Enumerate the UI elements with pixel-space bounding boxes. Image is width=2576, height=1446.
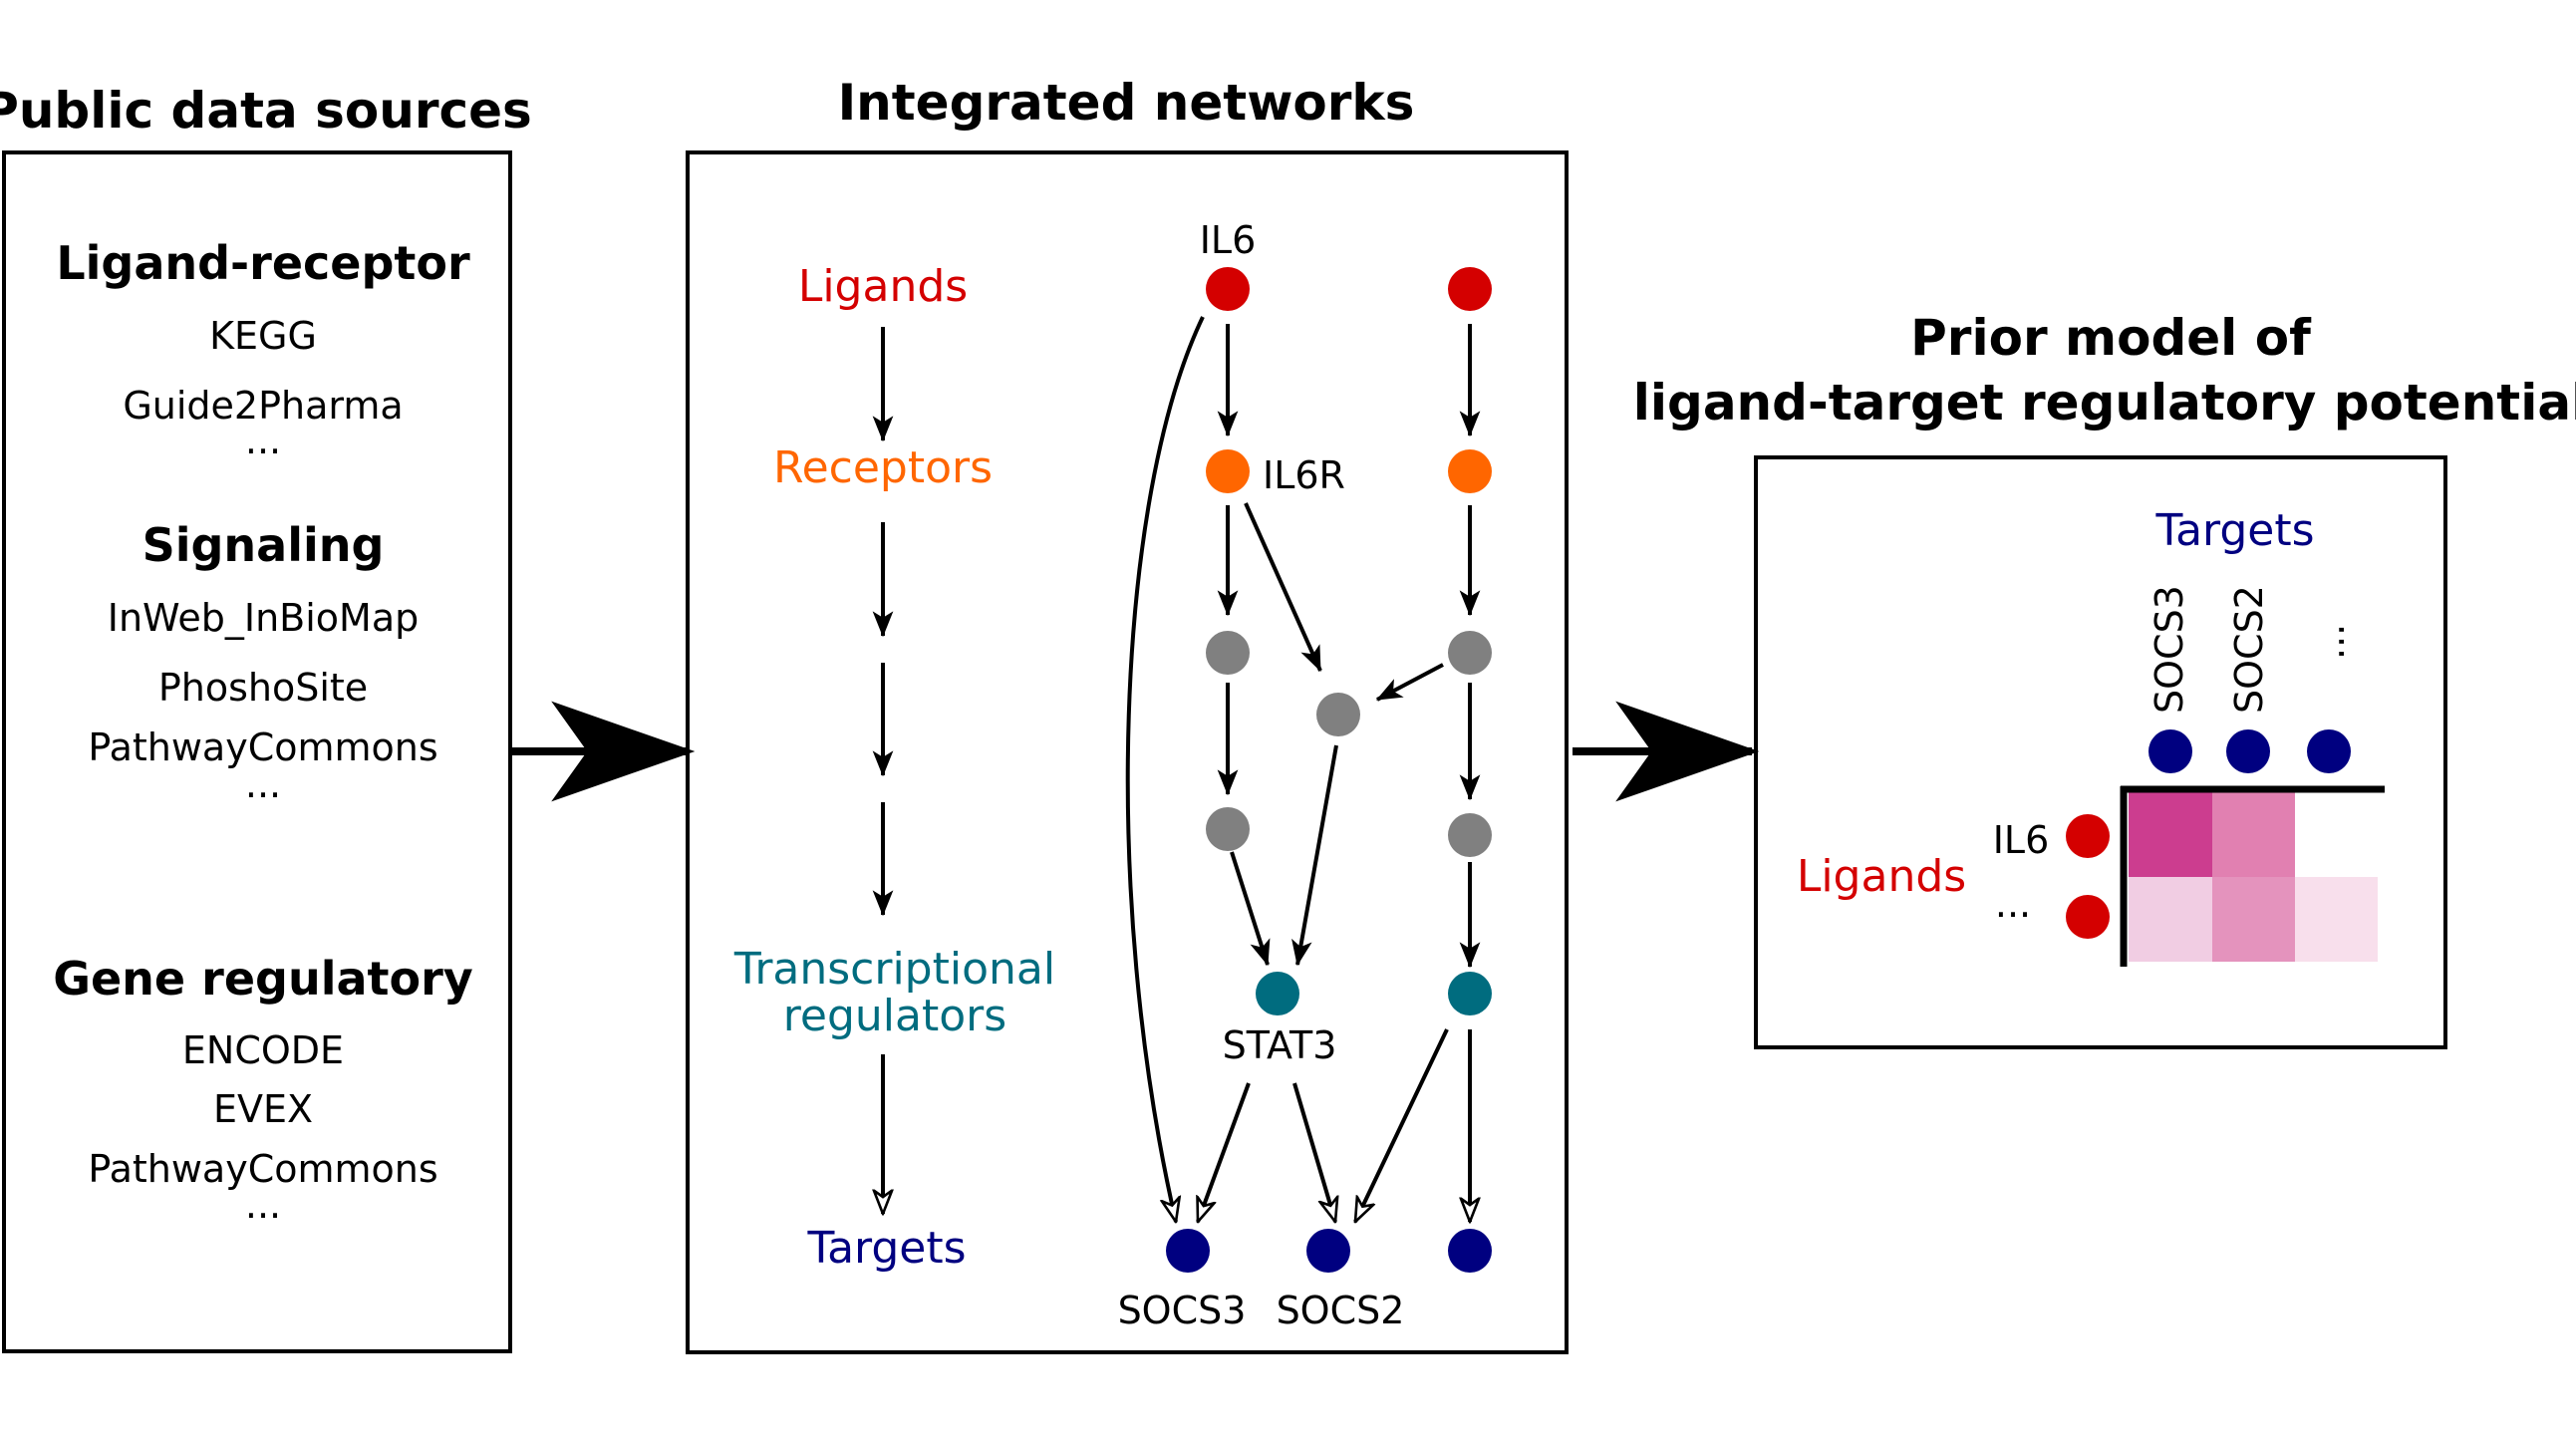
- node-intermediate: [1206, 807, 1250, 851]
- source-group-ligand-receptor: Ligand-receptor KEGG Guide2Pharma ...: [56, 236, 470, 462]
- network-box: [686, 150, 1569, 1354]
- heatmap-cell-il6-socs3: [2129, 790, 2212, 877]
- node-tf: [1448, 972, 1492, 1015]
- node-target-socs3: [1166, 1229, 1210, 1273]
- node-target: [1448, 1229, 1492, 1273]
- edge: [1292, 1082, 1335, 1222]
- node-ligand: [1448, 267, 1492, 311]
- model-box: [1754, 455, 2447, 1049]
- sources-title: Public data sources: [0, 82, 532, 140]
- node-label-il6r: IL6R: [1263, 453, 1345, 497]
- source-group-signaling: Signaling InWeb_InBioMap PhoshoSite Path…: [88, 518, 437, 806]
- edge-ligand-target: [1125, 316, 1205, 1222]
- source-item: Guide2Pharma: [123, 384, 403, 428]
- sources-box: [2, 150, 512, 1353]
- row-node: [2066, 895, 2110, 939]
- model-title-line2: ligand-target regulatory potential: [1633, 374, 2576, 432]
- edge: [1244, 502, 1322, 673]
- node-label-stat3: STAT3: [1223, 1023, 1337, 1067]
- source-item: ENCODE: [182, 1028, 344, 1072]
- node-intermediate: [1448, 631, 1492, 675]
- row-label-il6: IL6: [1993, 818, 2050, 862]
- network-panel: Integrated networks Ligands Receptors Tr…: [686, 74, 1569, 1354]
- level-label-tf-line1: Transcriptional: [733, 944, 1055, 995]
- edge: [1230, 851, 1271, 967]
- level-label-tf-line2: regulators: [783, 991, 1006, 1041]
- node-label-socs2: SOCS2: [1277, 1289, 1405, 1332]
- source-group-gene-regulatory: Gene regulatory ENCODE EVEX PathwayCommo…: [53, 952, 473, 1227]
- column-node: [2307, 729, 2351, 773]
- row-label-ellipsis: ...: [1995, 882, 2031, 926]
- heatmap-cell-row2-col3: [2295, 877, 2378, 962]
- edge: [1291, 744, 1338, 967]
- node-receptor-il6r: [1206, 449, 1250, 493]
- node-intermediate: [1206, 631, 1250, 675]
- column-node-socs3: [2148, 729, 2192, 773]
- source-item: PhoshoSite: [158, 666, 368, 710]
- source-item: PathwayCommons: [88, 1147, 437, 1191]
- level-label-ligands: Ligands: [798, 261, 968, 312]
- source-group-heading: Ligand-receptor: [56, 236, 470, 290]
- network-title: Integrated networks: [838, 74, 1415, 132]
- edge: [1353, 1028, 1449, 1222]
- source-item: InWeb_InBioMap: [108, 596, 420, 640]
- node-tf-stat3: [1256, 972, 1299, 1015]
- model-title-line1: Prior model of: [1910, 309, 2312, 367]
- source-item-ellipsis: ...: [245, 419, 281, 462]
- level-label-receptors: Receptors: [773, 442, 993, 493]
- node-intermediate: [1316, 693, 1360, 736]
- edge: [1375, 663, 1444, 702]
- model-panel: Prior model of ligand-target regulatory …: [1633, 309, 2576, 1049]
- column-label-socs2: SOCS2: [2227, 585, 2271, 714]
- node-ligand-il6: [1206, 267, 1250, 311]
- column-node-socs2: [2226, 729, 2270, 773]
- node-label-socs3: SOCS3: [1118, 1289, 1247, 1332]
- sources-panel: Public data sources Ligand-receptor KEGG…: [0, 82, 532, 1353]
- heatmap-cell-row2-socs3: [2129, 877, 2212, 962]
- column-label-ellipsis: ...: [2309, 624, 2353, 660]
- column-label-socs3: SOCS3: [2147, 585, 2191, 714]
- level-label-targets: Targets: [806, 1223, 966, 1274]
- source-item-ellipsis: ...: [245, 762, 281, 806]
- node-intermediate: [1448, 813, 1492, 857]
- node-receptor: [1448, 449, 1492, 493]
- heatmap-cell-il6-socs2: [2212, 790, 2295, 877]
- model-targets-label: Targets: [2154, 505, 2314, 556]
- source-item-ellipsis: ...: [245, 1183, 281, 1227]
- source-group-heading: Gene regulatory: [53, 952, 473, 1006]
- heatmap-cell-row2-socs2: [2212, 877, 2295, 962]
- model-ligands-label: Ligands: [1797, 851, 1966, 902]
- row-node-il6: [2066, 814, 2110, 858]
- source-item: KEGG: [209, 314, 317, 358]
- source-group-heading: Signaling: [143, 518, 385, 572]
- node-target-socs2: [1306, 1229, 1350, 1273]
- source-item: PathwayCommons: [88, 725, 437, 769]
- source-item: EVEX: [213, 1087, 313, 1131]
- node-label-il6: IL6: [1200, 218, 1257, 262]
- edge: [1196, 1082, 1251, 1222]
